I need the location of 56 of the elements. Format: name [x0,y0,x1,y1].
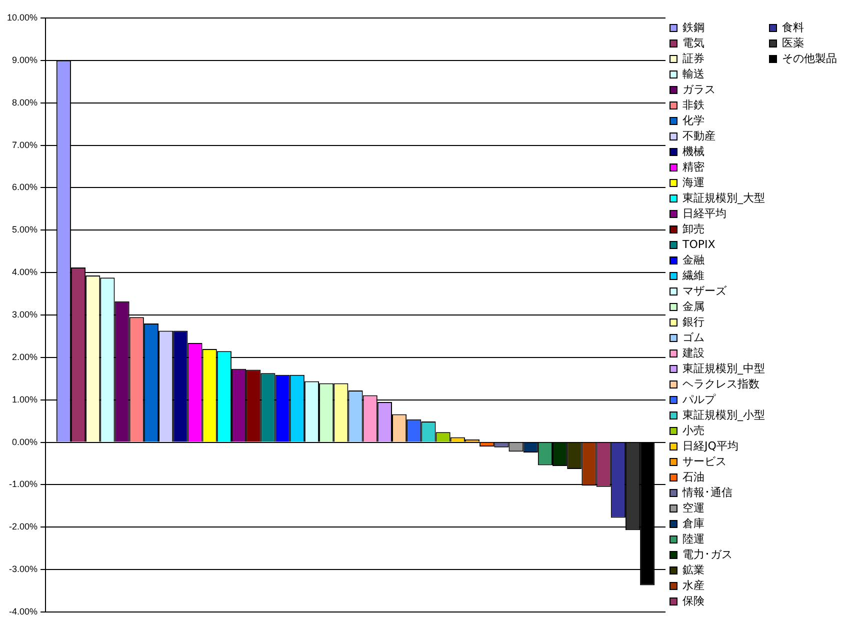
y-tick-label: 1.00% [12,394,38,404]
y-tick-label: 9.00% [12,54,38,65]
legend-label: 鉄鋼 [682,20,704,34]
legend-label: 食料 [782,20,804,34]
legend-label: TOPIX [682,238,716,251]
legend-label: 水産 [682,578,704,592]
y-tick-label: -1.00% [8,479,38,490]
legend-label: パルプ [682,392,716,406]
legend-label: 東証規模別_小型 [682,408,765,422]
legend-label: 繊維 [682,268,704,282]
legend-label: 化学 [682,114,704,127]
legend-label: ヘラクレス指数 [682,377,760,390]
y-tick-label: 4.00% [12,267,38,278]
legend-label: 非鉄 [682,98,704,112]
legend-label: サービス [682,454,726,468]
legend-label: ガラス [682,82,716,96]
legend-label: 精密 [682,160,704,174]
y-tick-label: 8.00% [12,97,38,108]
legend-label: 日経平均 [682,206,726,220]
legend-label: 金属 [682,300,704,313]
legend-label: 不動産 [682,129,716,142]
legend-label: 東証規模別_大型 [682,191,765,204]
legend-label: ゴム [682,330,704,344]
legend-label: 鉱業 [682,563,704,576]
y-tick-label: -4.00% [8,606,38,616]
legend-label: 建設 [682,346,704,360]
y-tick-label: 6.00% [12,182,38,192]
legend-label: 金融 [682,253,704,266]
y-tick-label: 10.00% [6,12,38,22]
legend-label: 輸送 [682,67,704,80]
legend-label: 石油 [682,470,704,484]
legend-label: マザーズ [682,284,728,298]
legend-label: 保険 [682,594,704,608]
legend-label: 証券 [682,52,704,65]
legend-label: 医薬 [782,36,804,50]
y-tick-label: 5.00% [12,224,38,235]
legend-label: 空運 [682,501,704,514]
y-tick-label: 0.00% [12,436,38,447]
y-tick-label: 2.00% [12,352,38,362]
y-tick-label: 7.00% [12,140,38,150]
legend-label: 銀行 [682,315,704,328]
legend-label: 電気 [682,36,704,50]
legend-label: 陸運 [682,532,704,546]
legend-label: 情報･通信 [682,486,732,499]
y-tick-label: 3.00% [12,309,38,320]
legend-label: 卸売 [682,222,704,236]
y-tick-label: -3.00% [8,564,38,574]
legend-label: 機械 [682,144,704,158]
y-tick-label: -2.00% [8,522,38,532]
legend-label: 海運 [682,176,704,189]
legend-label: 倉庫 [682,516,704,530]
legend-label: 電力･ガス [682,548,732,561]
legend-label: 東証規模別_中型 [682,362,765,375]
legend-label: 小売 [682,424,704,437]
legend-label: 日経JQ平均 [682,439,738,452]
legend-label: その他製品 [782,52,837,65]
